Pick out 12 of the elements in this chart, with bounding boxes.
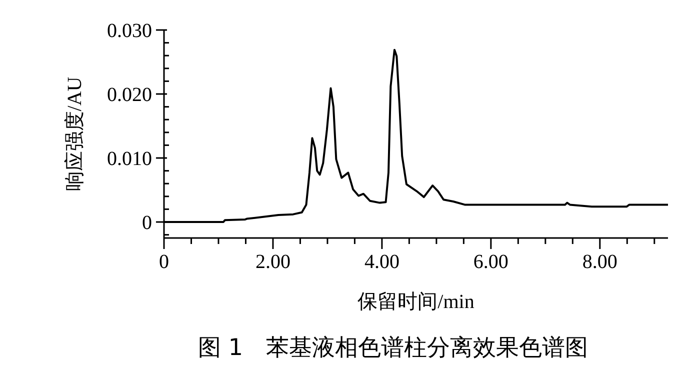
- x-tick-label: 2.00: [255, 251, 290, 273]
- x-tick-label: 4.00: [364, 251, 400, 273]
- x-tick-label: 6.00: [473, 251, 508, 273]
- x-axis-title: 保留时间/min: [358, 291, 474, 313]
- y-tick-label: 0: [142, 212, 152, 234]
- x-tick-label: 0: [159, 251, 169, 273]
- x-tick-label: 8.00: [582, 251, 618, 273]
- y-tick-label: 0.010: [107, 148, 152, 170]
- y-axis-title: 响应强度/AU: [64, 76, 86, 192]
- text: 图 1 苯基液相色谱柱分离效果色谱图: [197, 334, 589, 363]
- y-tick-label: 0.030: [107, 20, 152, 42]
- y-tick-label: 0.020: [107, 84, 152, 106]
